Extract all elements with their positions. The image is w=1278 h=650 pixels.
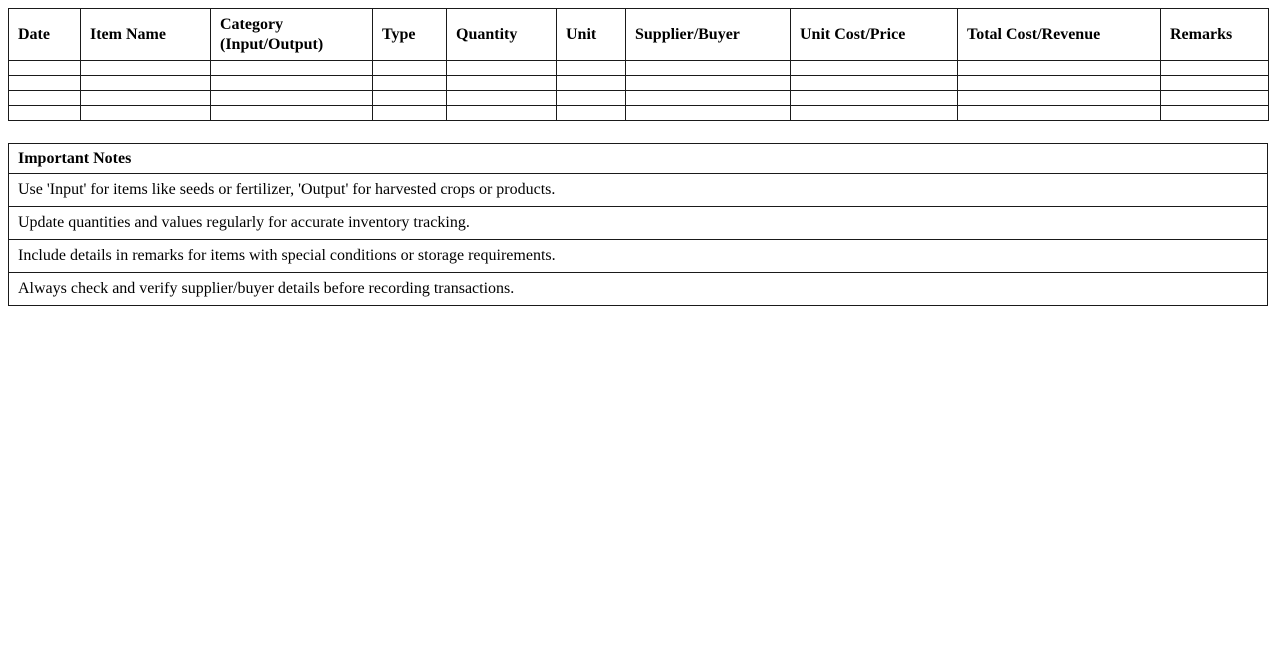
column-header-type: Type [372, 8, 447, 61]
table-row [8, 90, 1269, 106]
table-row [8, 60, 1269, 76]
empty-cell [790, 60, 958, 76]
empty-cell [556, 60, 626, 76]
note-item: Update quantities and values regularly f… [8, 206, 1268, 240]
table-row [8, 105, 1269, 121]
column-header-quantity: Quantity [446, 8, 557, 61]
note-item-row: Include details in remarks for items wit… [8, 239, 1268, 273]
empty-cell [1160, 75, 1269, 91]
empty-cell [446, 75, 557, 91]
column-header-item-name: Item Name [80, 8, 211, 61]
note-item: Always check and verify supplier/buyer d… [8, 272, 1268, 306]
empty-cell [210, 75, 373, 91]
empty-cell [446, 105, 557, 121]
empty-cell [790, 75, 958, 91]
empty-cell [1160, 105, 1269, 121]
note-item-row: Update quantities and values regularly f… [8, 206, 1268, 240]
empty-cell [790, 105, 958, 121]
column-header-total-cost-revenue: Total Cost/Revenue [957, 8, 1161, 61]
notes-section: Important Notes Use 'Input' for items li… [8, 143, 1268, 306]
column-header-remarks: Remarks [1160, 8, 1269, 61]
empty-cell [625, 105, 791, 121]
note-item-row: Always check and verify supplier/buyer d… [8, 272, 1268, 306]
empty-cell [210, 60, 373, 76]
column-header-date: Date [8, 8, 81, 61]
empty-cell [8, 90, 81, 106]
empty-cell [80, 60, 211, 76]
note-item: Use 'Input' for items like seeds or fert… [8, 173, 1268, 207]
empty-cell [790, 90, 958, 106]
empty-cell [210, 90, 373, 106]
empty-cell [556, 105, 626, 121]
empty-cell [8, 75, 81, 91]
empty-cell [1160, 90, 1269, 106]
column-header-supplier-buyer: Supplier/Buyer [625, 8, 791, 61]
empty-cell [1160, 60, 1269, 76]
column-header-category: Category (Input/Output) [210, 8, 373, 61]
column-header-unit-cost-price: Unit Cost/Price [790, 8, 958, 61]
empty-cell [446, 60, 557, 76]
empty-cell [957, 75, 1161, 91]
empty-cell [556, 90, 626, 106]
empty-cell [8, 60, 81, 76]
empty-cell [957, 90, 1161, 106]
empty-cell [446, 90, 557, 106]
note-item-row: Use 'Input' for items like seeds or fert… [8, 173, 1268, 207]
notes-title-row: Important Notes [8, 143, 1268, 174]
empty-cell [625, 90, 791, 106]
empty-cell [556, 75, 626, 91]
header-row: Date Item Name Category (Input/Output) T… [8, 8, 1269, 61]
table-row [8, 75, 1269, 91]
empty-cell [8, 105, 81, 121]
empty-cell [372, 75, 447, 91]
empty-cell [372, 60, 447, 76]
empty-cell [80, 105, 211, 121]
notes-title: Important Notes [8, 143, 1268, 174]
empty-cell [625, 75, 791, 91]
empty-cell [80, 90, 211, 106]
empty-cell [210, 105, 373, 121]
note-item: Include details in remarks for items wit… [8, 239, 1268, 273]
empty-cell [372, 90, 447, 106]
column-header-unit: Unit [556, 8, 626, 61]
empty-cell [957, 60, 1161, 76]
inventory-log-table: Date Item Name Category (Input/Output) T… [8, 8, 1269, 121]
empty-cell [957, 105, 1161, 121]
document-page: Date Item Name Category (Input/Output) T… [0, 0, 1278, 306]
important-notes-table: Important Notes Use 'Input' for items li… [8, 143, 1268, 306]
empty-cell [80, 75, 211, 91]
empty-cell [372, 105, 447, 121]
empty-cell [625, 60, 791, 76]
